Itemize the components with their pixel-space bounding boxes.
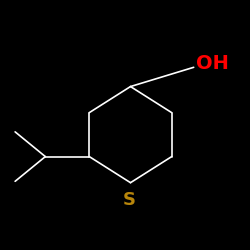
Text: OH: OH	[196, 54, 229, 73]
Text: S: S	[122, 191, 136, 209]
